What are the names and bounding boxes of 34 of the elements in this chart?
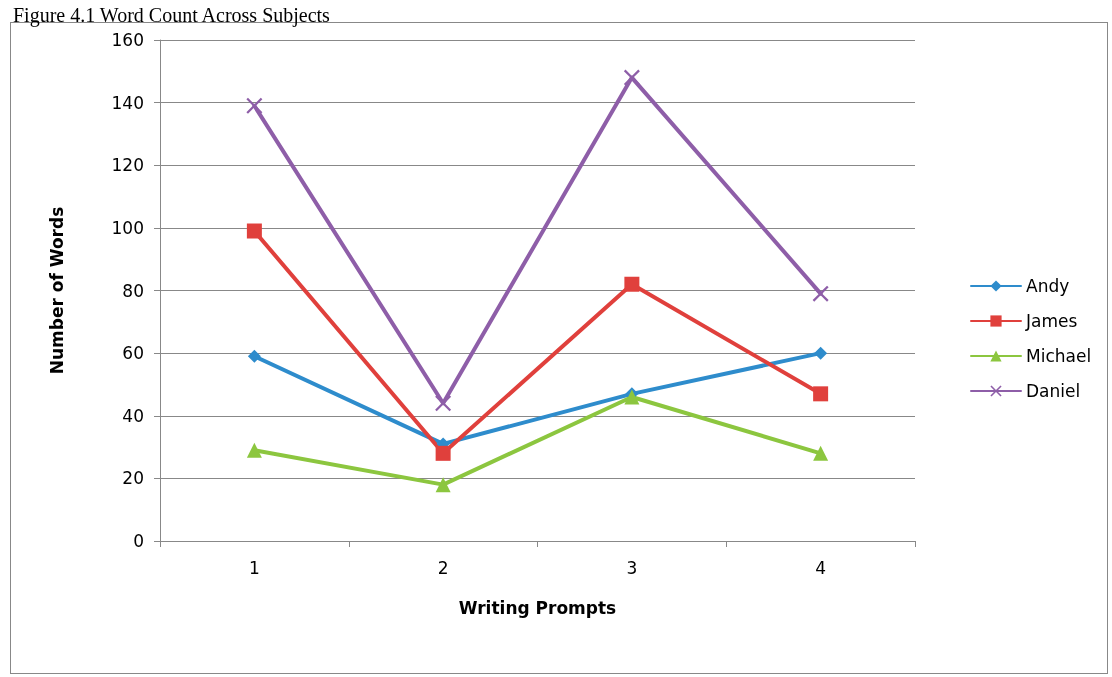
point: [813, 445, 829, 461]
y-tick-label: 80: [122, 280, 144, 301]
point: [623, 69, 640, 86]
point: [435, 395, 452, 412]
point: [624, 276, 640, 292]
point: [435, 477, 451, 493]
point: [624, 389, 640, 405]
legend-label: Daniel: [1026, 381, 1081, 401]
legend-label: Andy: [1026, 276, 1070, 296]
y-tick-label: 140: [111, 92, 144, 113]
point: [246, 223, 262, 239]
point: [246, 442, 262, 458]
y-tick-label: 40: [122, 405, 144, 426]
point: [813, 386, 829, 402]
x-axis-title: Writing Prompts: [458, 597, 617, 618]
point: [247, 349, 261, 363]
point: [812, 285, 829, 302]
legend-label: James: [1025, 311, 1078, 331]
x-tick-label: 4: [815, 557, 827, 578]
x-tick-label: 3: [626, 557, 638, 578]
legend-label: Michael: [1026, 346, 1092, 366]
y-tick-label: 120: [111, 155, 144, 176]
y-tick-label: 20: [122, 468, 144, 489]
point: [435, 445, 451, 461]
x-tick-label: 1: [248, 557, 260, 578]
x-tick-label: 2: [437, 557, 449, 578]
chart-title: Figure 4.1 Word Count Across Subjects: [13, 4, 331, 27]
point: [814, 346, 828, 360]
y-tick-label: 160: [111, 30, 144, 50]
y-tick-label: 0: [133, 531, 144, 551]
y-tick-label: 60: [122, 343, 144, 364]
point: [246, 97, 263, 114]
y-axis-title: Number of Words: [46, 206, 67, 375]
y-tick-label: 100: [111, 217, 144, 238]
